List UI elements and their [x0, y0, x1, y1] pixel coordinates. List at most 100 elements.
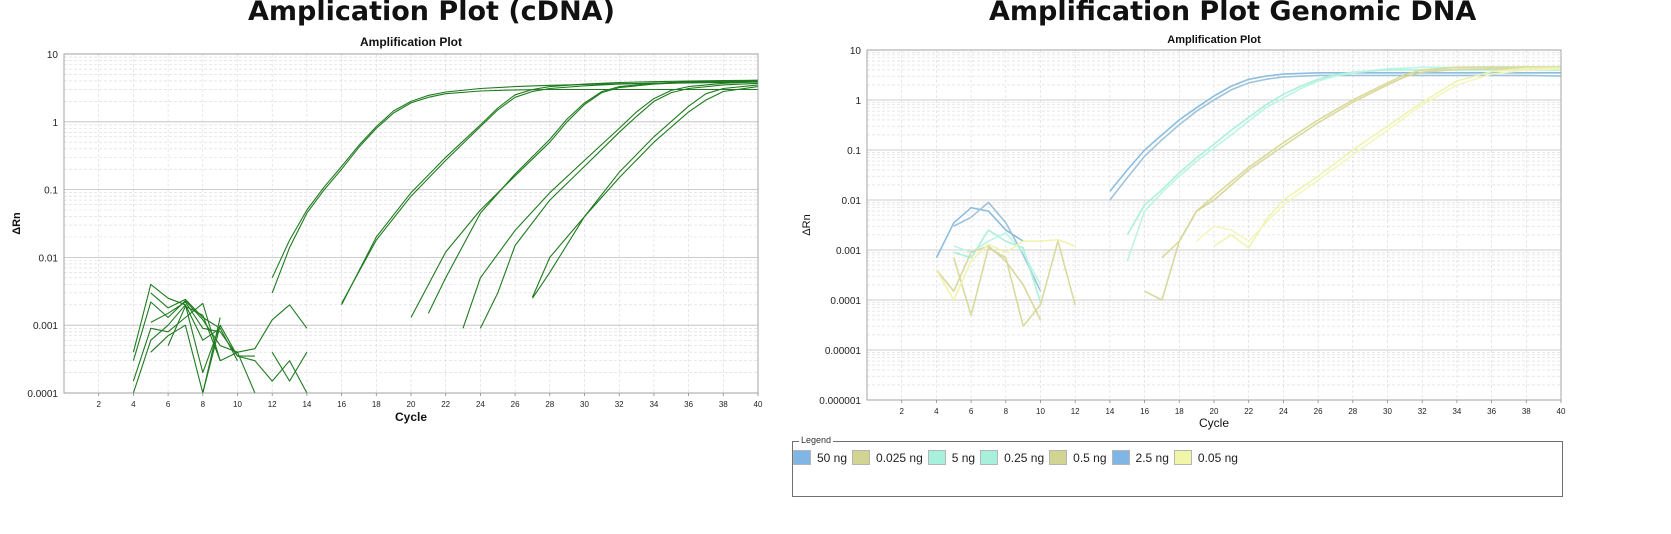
- x-tick-label: 10: [1036, 407, 1045, 416]
- x-tick-label: 12: [1071, 407, 1080, 416]
- x-tick-label: 38: [719, 400, 728, 409]
- series-line: [167, 305, 256, 394]
- legend-caption: Legend: [799, 435, 834, 445]
- x-tick-label: 6: [969, 407, 974, 416]
- x-tick-label: 34: [649, 400, 658, 409]
- series-line: [427, 79, 759, 314]
- plot-frame: [63, 53, 759, 394]
- series-line: [1109, 71, 1561, 192]
- y-tick-label: 0.001: [33, 321, 58, 332]
- x-tick-label: 28: [545, 400, 554, 409]
- x-tick-label: 32: [615, 400, 624, 409]
- x-tick-label: 8: [201, 400, 206, 409]
- y-tick-label: 0.1: [847, 146, 861, 157]
- series-line: [462, 81, 759, 329]
- x-tick-label: 24: [476, 400, 485, 409]
- series-line: [953, 232, 1042, 286]
- y-tick-label: 0.0001: [830, 296, 861, 307]
- x-tick-label: 12: [268, 400, 277, 409]
- legend-label: 2.5 ng: [1135, 450, 1169, 465]
- series-line: [1144, 67, 1561, 301]
- legend-item[interactable]: 2.5 ng: [1111, 450, 1169, 465]
- x-tick-label: 30: [1383, 407, 1392, 416]
- left-amplification-chart: Amplification Plot 0.0001 0.001 0.01 0.1 1 10 2…: [11, 35, 763, 424]
- legend-swatch: [927, 450, 946, 465]
- series-line: [479, 82, 759, 329]
- x-tick-label: 40: [754, 400, 763, 409]
- x-tick-label: 30: [580, 400, 589, 409]
- legend-label: 5 ng: [951, 450, 976, 465]
- x-tick-label: 2: [96, 400, 101, 409]
- series-line: [132, 300, 308, 361]
- x-tick-label: 8: [1004, 407, 1009, 416]
- legend-items: 50 ng 0.025 ng 5 ng 0.25 ng 0.5 ng 2.5 n…: [793, 450, 1243, 465]
- series-line: [271, 88, 758, 294]
- legend-swatch: [852, 450, 871, 465]
- series-line: [202, 324, 308, 394]
- legend-swatch: [1049, 450, 1068, 465]
- x-tick-label: 10: [233, 400, 242, 409]
- x-tick-label: 22: [441, 400, 450, 409]
- series-line: [132, 283, 221, 374]
- chart-title: Amplification Plot: [1167, 34, 1261, 46]
- x-tick-label: 14: [302, 400, 311, 409]
- x-tick-label: 32: [1418, 407, 1427, 416]
- x-tick-label: 16: [337, 400, 346, 409]
- series-line: [1196, 68, 1562, 242]
- y-axis-label: ΔRn: [11, 212, 23, 235]
- legend-label: 0.025 ng: [876, 450, 923, 465]
- x-tick-label: 24: [1279, 407, 1288, 416]
- y-tick-label: 0.00001: [825, 346, 862, 357]
- x-tick-label: 34: [1452, 407, 1461, 416]
- series-line: [531, 86, 759, 298]
- x-tick-label: 18: [372, 400, 381, 409]
- series-line: [953, 240, 1076, 327]
- right-amplification-chart: Amplification Plot 0.000001 0.00001 0.0001 0…: [801, 34, 1566, 430]
- left-panel-heading: Amplication Plot (cDNA): [248, 0, 615, 27]
- legend-item[interactable]: 0.05 ng: [1173, 450, 1238, 465]
- x-axis-label: Cycle: [1199, 416, 1229, 430]
- y-tick-label: 0.000001: [819, 396, 861, 407]
- x-axis-label: Cycle: [395, 410, 427, 424]
- y-axis-label: ΔRn: [801, 214, 813, 235]
- series-line: [150, 292, 238, 361]
- legend-item[interactable]: 0.25 ng: [980, 450, 1044, 465]
- x-tick-label: 4: [131, 400, 136, 409]
- x-tick-label: 2: [899, 407, 904, 416]
- y-tick-label: 10: [47, 50, 59, 61]
- legend-item[interactable]: 5 ng: [927, 450, 976, 465]
- y-tick-label: 0.01: [842, 196, 862, 207]
- plot-frame: [866, 49, 1562, 401]
- y-tick-label: 10: [850, 46, 862, 57]
- series-line: [410, 80, 759, 318]
- series-line: [1109, 74, 1562, 201]
- x-tick-label: 38: [1522, 407, 1531, 416]
- x-tick-label: 16: [1140, 407, 1149, 416]
- x-tick-label: 18: [1175, 407, 1184, 416]
- x-tick-label: 40: [1557, 407, 1566, 416]
- x-tick-label: 26: [1314, 407, 1323, 416]
- legend-swatch: [1173, 450, 1192, 465]
- series-line: [935, 239, 1076, 301]
- series-line: [1213, 67, 1562, 249]
- legend-swatch: [980, 450, 999, 465]
- x-tick-label: 20: [407, 400, 416, 409]
- legend-item[interactable]: 50 ng: [793, 450, 847, 465]
- x-tick-label: 22: [1244, 407, 1253, 416]
- x-tick-label: 36: [684, 400, 693, 409]
- legend-swatch: [793, 450, 811, 465]
- legend-label: 0.5 ng: [1073, 450, 1107, 465]
- y-tick-label: 0.1: [44, 186, 58, 197]
- series-line: [935, 245, 1042, 321]
- legend-swatch: [1111, 450, 1130, 465]
- y-tick-label: 1: [52, 118, 58, 129]
- x-tick-label: 36: [1487, 407, 1496, 416]
- legend-item[interactable]: 0.025 ng: [852, 450, 923, 465]
- legend-item[interactable]: 0.5 ng: [1049, 450, 1107, 465]
- y-tick-label: 0.0001: [27, 389, 58, 400]
- x-tick-label: 6: [166, 400, 171, 409]
- chart-title: Amplification Plot: [360, 35, 462, 49]
- right-panel-heading: Amplification Plot Genomic DNA: [989, 0, 1477, 27]
- legend-label: 50 ng: [817, 450, 848, 465]
- series-line: [271, 351, 308, 382]
